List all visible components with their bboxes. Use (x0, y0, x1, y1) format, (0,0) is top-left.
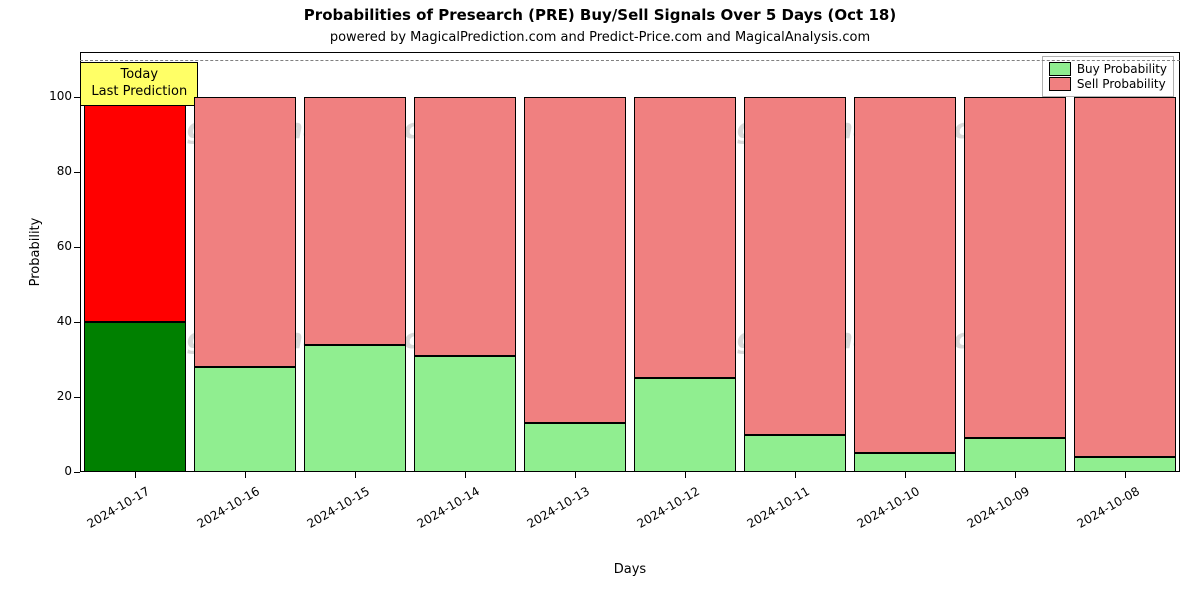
x-tick-label: 2024-10-13 (516, 484, 592, 536)
y-tick-mark (74, 322, 80, 323)
x-tick-label: 2024-10-08 (1066, 484, 1142, 536)
bar-buy (414, 356, 515, 472)
legend-label: Sell Probability (1077, 77, 1166, 91)
bar-sell (84, 97, 185, 322)
bar-sell (964, 97, 1065, 438)
bar-sell (854, 97, 955, 453)
chart-subtitle: powered by MagicalPrediction.com and Pre… (0, 30, 1200, 45)
bar-buy (634, 378, 735, 472)
bar-sell (194, 97, 295, 367)
x-tick-label: 2024-10-11 (736, 484, 812, 536)
y-tick-label: 80 (32, 164, 72, 178)
x-tick-mark (905, 472, 906, 478)
x-tick-label: 2024-10-12 (626, 484, 702, 536)
legend: Buy ProbabilitySell Probability (1042, 56, 1174, 97)
legend-swatch (1049, 77, 1071, 91)
y-tick-mark (74, 397, 80, 398)
x-tick-mark (795, 472, 796, 478)
bar-buy (524, 423, 625, 472)
x-tick-mark (355, 472, 356, 478)
x-tick-label: 2024-10-09 (956, 484, 1032, 536)
bar-buy (964, 438, 1065, 472)
today-annotation: TodayLast Prediction (80, 62, 198, 106)
bar-buy (84, 322, 185, 472)
x-tick-mark (1015, 472, 1016, 478)
bar-buy (304, 345, 405, 473)
bar-sell (304, 97, 405, 345)
x-tick-label: 2024-10-10 (846, 484, 922, 536)
legend-item: Buy Probability (1049, 62, 1167, 76)
x-tick-mark (465, 472, 466, 478)
y-tick-label: 100 (32, 89, 72, 103)
legend-label: Buy Probability (1077, 62, 1167, 76)
x-tick-mark (1125, 472, 1126, 478)
bar-buy (854, 453, 955, 472)
today-line2: Last Prediction (91, 84, 187, 101)
bar-sell (634, 97, 735, 378)
bar-sell (414, 97, 515, 356)
bar-sell (524, 97, 625, 423)
x-tick-label: 2024-10-14 (406, 484, 482, 536)
x-tick-label: 2024-10-17 (76, 484, 152, 536)
x-tick-mark (685, 472, 686, 478)
x-axis-label: Days (80, 562, 1180, 577)
bar-sell (744, 97, 845, 435)
y-tick-label: 60 (32, 239, 72, 253)
bar-buy (744, 435, 845, 473)
x-tick-label: 2024-10-15 (296, 484, 372, 536)
y-tick-mark (74, 97, 80, 98)
bar-buy (194, 367, 295, 472)
x-tick-label: 2024-10-16 (186, 484, 262, 536)
x-tick-mark (245, 472, 246, 478)
y-tick-label: 0 (32, 464, 72, 478)
bar-buy (1074, 457, 1175, 472)
y-tick-mark (74, 172, 80, 173)
legend-swatch (1049, 62, 1071, 76)
y-tick-label: 20 (32, 389, 72, 403)
chart-container: Probabilities of Presearch (PRE) Buy/Sel… (0, 0, 1200, 600)
y-tick-mark (74, 247, 80, 248)
legend-item: Sell Probability (1049, 77, 1167, 91)
reference-line (80, 60, 1180, 61)
bar-sell (1074, 97, 1175, 457)
x-tick-mark (575, 472, 576, 478)
today-line1: Today (91, 67, 187, 84)
y-tick-mark (74, 472, 80, 473)
chart-title: Probabilities of Presearch (PRE) Buy/Sel… (0, 6, 1200, 24)
x-tick-mark (135, 472, 136, 478)
y-tick-label: 40 (32, 314, 72, 328)
